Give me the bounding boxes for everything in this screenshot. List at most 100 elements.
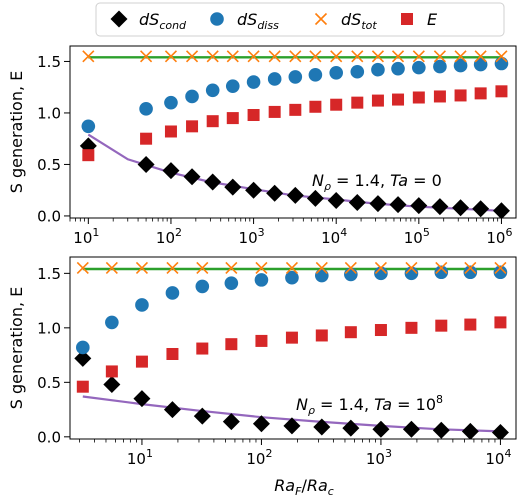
legend-entry-e: E — [401, 10, 438, 29]
top-panel: 101 102 103 104 105 106 0.0 0.5 1.0 1.5 S generati… — [7, 45, 517, 247]
point-dscond — [103, 376, 121, 394]
point-e — [206, 115, 219, 128]
legend: dScond dSdiss dStot E — [95, 2, 505, 37]
point-dsdiss — [105, 315, 119, 330]
point-dsdiss — [493, 265, 508, 280]
point-dstot — [351, 50, 364, 63]
x-axis-label: RaF/Rac — [274, 476, 334, 498]
series-dstot — [76, 261, 507, 274]
point-dsdiss — [285, 270, 299, 285]
legend-label-dscond: dScond — [139, 10, 187, 32]
axes-frame — [69, 45, 517, 219]
panel-annotation: Nρ = 1.4, Ta = 0 — [312, 171, 442, 193]
y-tick-label: 0.5 — [37, 156, 61, 174]
point-dscond — [369, 195, 387, 213]
point-dstot — [135, 261, 149, 274]
point-dstot — [285, 261, 299, 274]
y-axis-label: S generation, E — [7, 287, 26, 410]
point-dscond — [402, 420, 420, 438]
point-dsdiss — [434, 265, 449, 280]
point-e — [464, 318, 477, 331]
point-dscond — [204, 173, 222, 191]
point-dscond — [461, 422, 479, 439]
legend-entry-dsdiss: dSdiss — [210, 10, 279, 32]
point-dscond — [431, 198, 449, 216]
point-dscond — [389, 196, 407, 214]
point-e — [374, 324, 387, 337]
point-e — [268, 105, 281, 118]
point-dstot — [494, 261, 507, 274]
point-dscond — [348, 194, 366, 212]
point-e — [454, 89, 467, 102]
legend-marker-dsdiss — [210, 12, 224, 26]
point-e — [351, 96, 364, 109]
point-dscond — [327, 191, 345, 209]
point-e — [315, 329, 328, 342]
point-dstot — [330, 50, 343, 63]
point-e — [140, 132, 153, 145]
point-e — [289, 103, 302, 116]
fit-line — [82, 395, 501, 433]
point-e — [435, 319, 448, 332]
point-dscond — [306, 189, 324, 207]
point-e — [392, 93, 405, 106]
point-e — [405, 321, 418, 334]
x-tick-label: 104 — [321, 226, 347, 247]
point-dstot — [247, 50, 260, 63]
point-dscond — [432, 421, 450, 439]
point-e — [255, 334, 268, 347]
point-e — [433, 90, 446, 103]
point-dstot — [196, 261, 209, 274]
bottom-panel: 101 102 103 104 0.0 0.5 1.0 1.5 S generation, E N… — [7, 256, 517, 468]
point-dscond — [222, 413, 240, 431]
x-tick-label: 105 — [404, 226, 430, 247]
point-dscond — [410, 197, 428, 215]
point-dsdiss — [314, 268, 329, 283]
series-e — [76, 316, 507, 393]
y-tick-label: 0.0 — [37, 428, 61, 446]
point-e — [82, 149, 95, 162]
point-dstot — [391, 50, 405, 63]
x-tick-label: 104 — [485, 447, 511, 468]
point-e — [495, 85, 508, 98]
point-dsdiss — [371, 62, 385, 77]
point-e — [105, 365, 118, 378]
y-tick-label: 1.5 — [37, 265, 61, 283]
series-dsdiss — [81, 56, 509, 134]
point-dscond — [283, 417, 301, 435]
point-dscond — [342, 419, 360, 437]
y-tick-label: 0.0 — [37, 207, 61, 225]
x-tick-label: 102 — [246, 447, 272, 468]
point-dstot — [454, 50, 467, 63]
point-e — [412, 91, 425, 104]
point-dsdiss — [139, 102, 153, 116]
point-dstot — [76, 261, 89, 274]
panel-annotation: Nρ = 1.4, Ta = 108 — [296, 393, 443, 417]
point-dsdiss — [195, 279, 210, 294]
point-dscond — [472, 200, 490, 218]
y-axis-label: S generation, E — [7, 71, 26, 194]
point-e — [225, 338, 238, 351]
point-dsdiss — [494, 56, 509, 71]
series-dscond — [79, 137, 510, 218]
point-e — [285, 331, 298, 344]
point-dsdiss — [412, 60, 426, 75]
point-dsdiss — [246, 75, 261, 89]
x-tick-label: 102 — [156, 226, 182, 247]
point-e — [247, 109, 260, 122]
point-dsdiss — [165, 286, 180, 300]
point-dsdiss — [185, 89, 199, 104]
legend-marker-dscond — [110, 10, 128, 28]
point-dscond — [286, 186, 304, 204]
x-tick-label: 103 — [366, 447, 392, 468]
point-e — [76, 380, 89, 393]
point-dstot — [344, 261, 357, 274]
x-tick-label: 101 — [127, 447, 153, 468]
y-tick-label: 0.5 — [37, 374, 61, 392]
point-dscond — [183, 168, 201, 186]
series-dscond — [74, 349, 509, 439]
point-dstot — [412, 50, 425, 63]
point-dsdiss — [225, 79, 240, 93]
point-dstot — [268, 50, 281, 63]
plot-area — [74, 261, 509, 439]
